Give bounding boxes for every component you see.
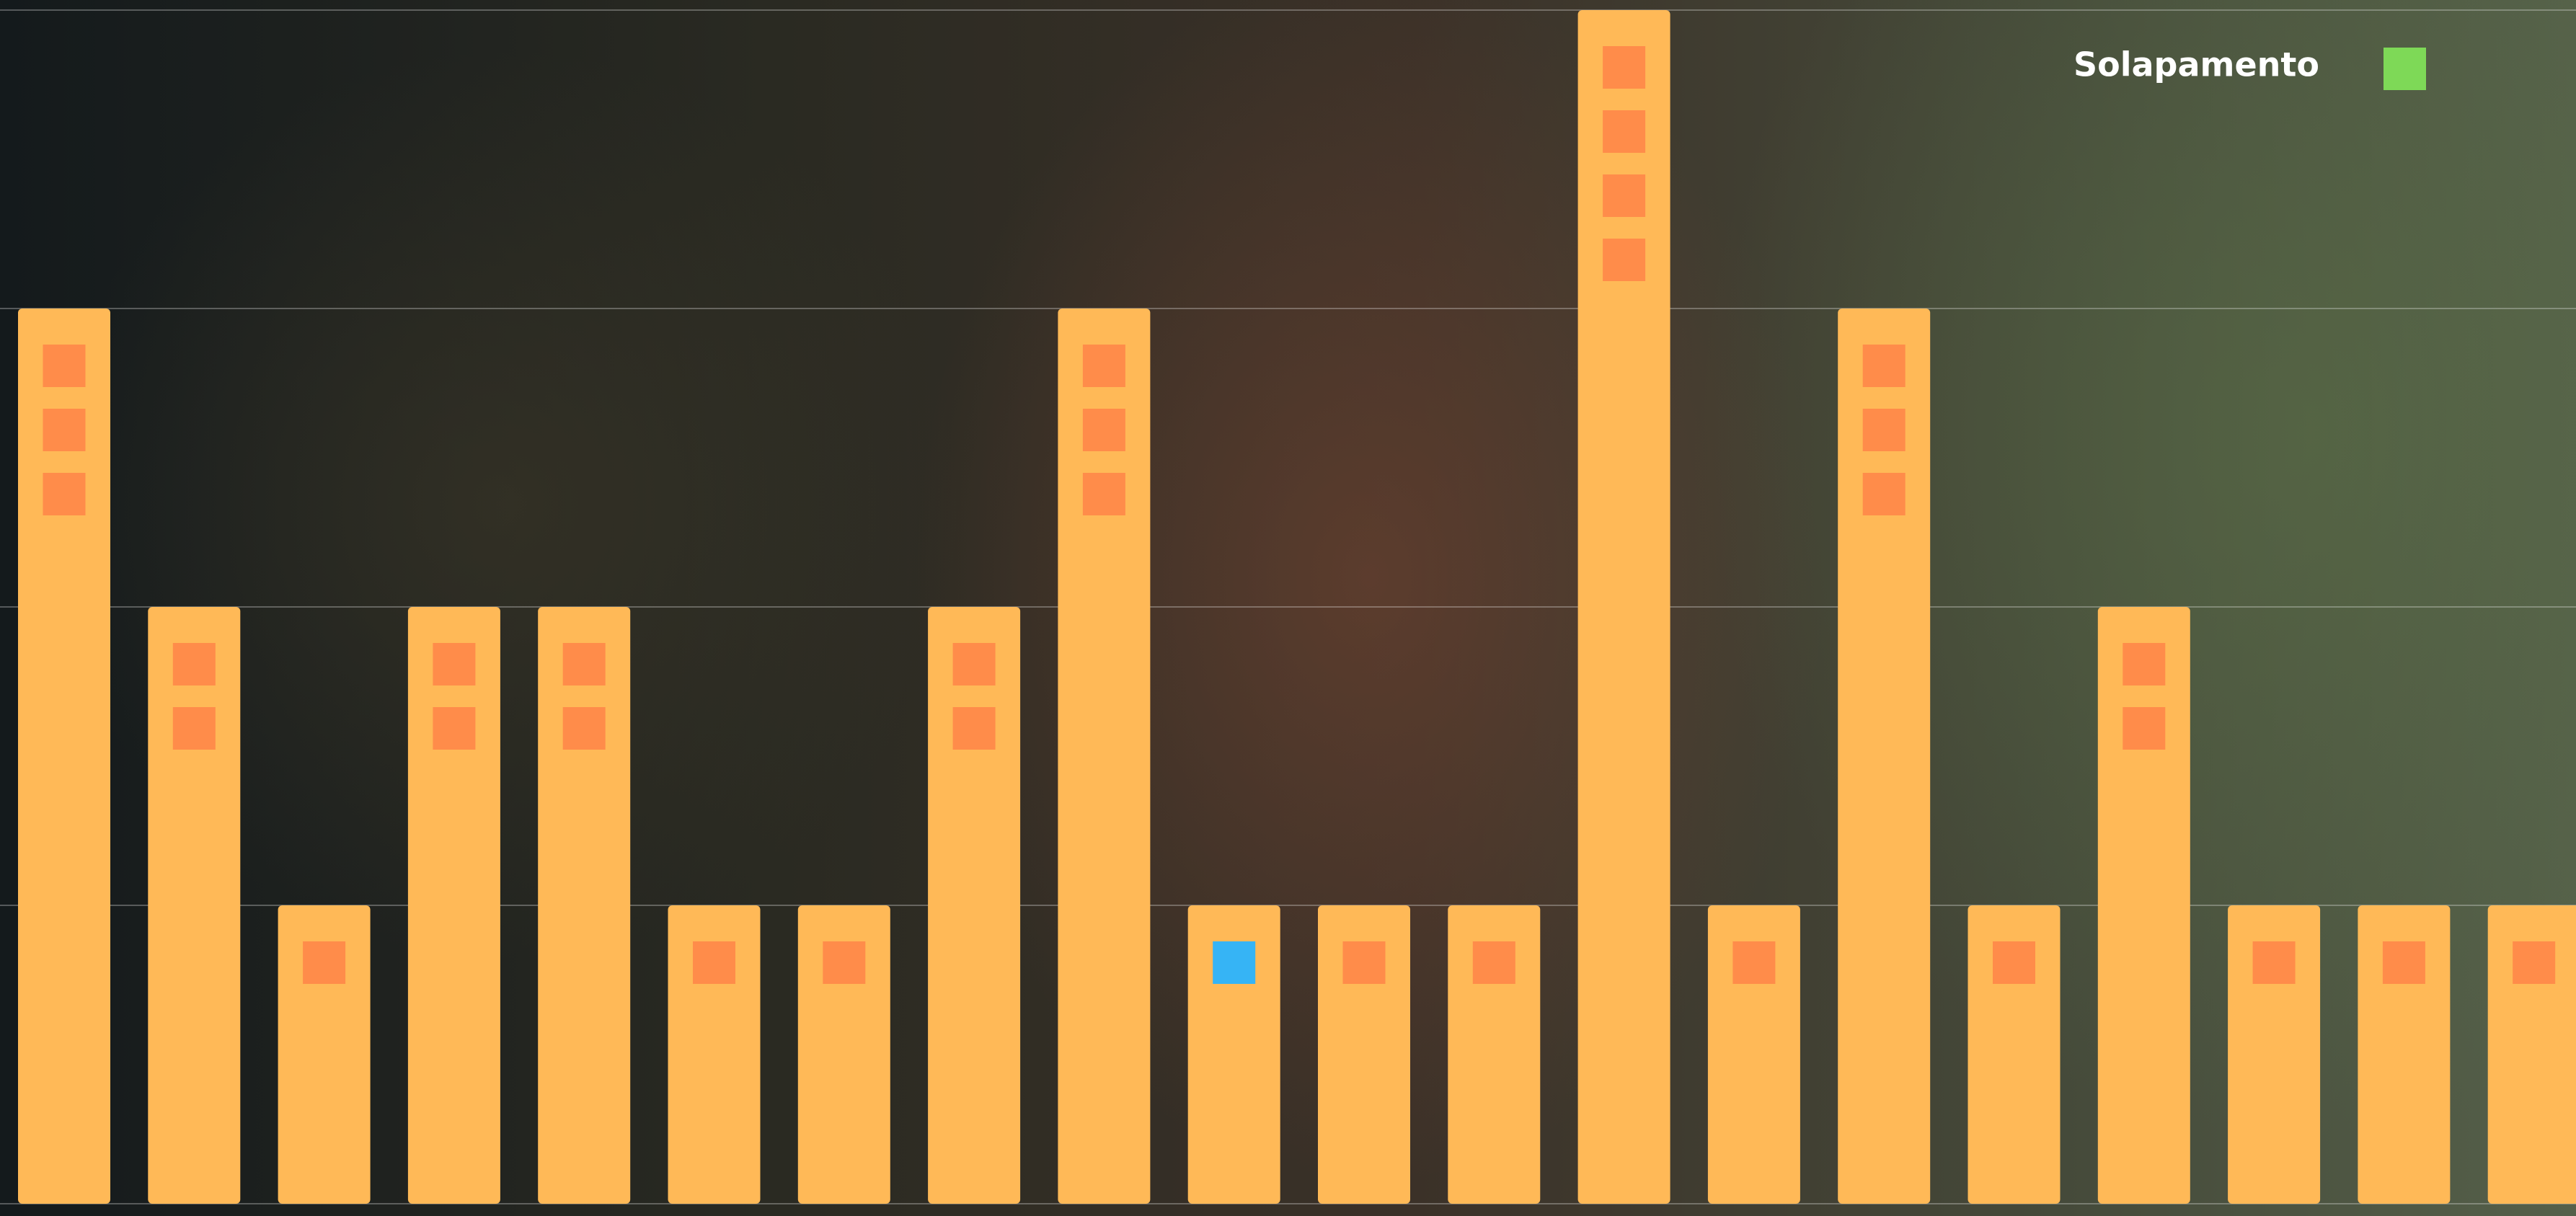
bar-marker bbox=[823, 941, 865, 984]
bar-marker bbox=[173, 707, 216, 750]
bar-marker bbox=[953, 643, 996, 685]
bar-marker bbox=[563, 707, 606, 750]
bar-marker bbox=[693, 941, 735, 984]
bar-marker bbox=[1603, 239, 1645, 281]
bar-marker bbox=[1083, 345, 1125, 387]
bar-marker bbox=[1083, 409, 1125, 451]
bar-marker bbox=[563, 643, 606, 685]
bar-marker bbox=[1993, 941, 2035, 984]
legend-label: Solapamento bbox=[2073, 45, 2319, 84]
page: Solapamento (() => { const data = JSON.p… bbox=[0, 0, 2576, 1216]
bar-marker bbox=[1863, 409, 1906, 451]
bar-marker bbox=[2513, 941, 2555, 984]
bar-marker bbox=[433, 643, 475, 685]
bar-marker bbox=[1213, 941, 1255, 984]
bar-marker bbox=[1863, 473, 1906, 515]
bar-marker bbox=[1603, 46, 1645, 89]
bar-marker bbox=[43, 473, 86, 515]
bar-marker bbox=[433, 707, 475, 750]
bar bbox=[2098, 607, 2190, 1204]
bar-marker bbox=[2253, 941, 2296, 984]
bar-marker bbox=[2123, 643, 2165, 685]
bar-marker bbox=[173, 643, 216, 685]
bar bbox=[148, 607, 240, 1204]
bar-marker bbox=[1863, 345, 1906, 387]
bar-marker bbox=[43, 345, 86, 387]
bar-marker bbox=[2383, 941, 2425, 984]
bar-marker bbox=[1603, 110, 1645, 153]
bar-marker bbox=[43, 409, 86, 451]
chart: Solapamento bbox=[0, 0, 2576, 1216]
legend-swatch bbox=[2384, 48, 2426, 90]
bar-marker bbox=[953, 707, 996, 750]
bar-marker bbox=[2123, 707, 2165, 750]
bar-marker bbox=[1473, 941, 1515, 984]
bar-marker bbox=[1343, 941, 1386, 984]
bar-marker bbox=[303, 941, 345, 984]
bar-marker bbox=[1083, 473, 1125, 515]
bar bbox=[928, 607, 1020, 1204]
bar-marker bbox=[1732, 941, 1775, 984]
bar bbox=[408, 607, 500, 1204]
bar-marker bbox=[1603, 174, 1645, 217]
bar bbox=[538, 607, 630, 1204]
